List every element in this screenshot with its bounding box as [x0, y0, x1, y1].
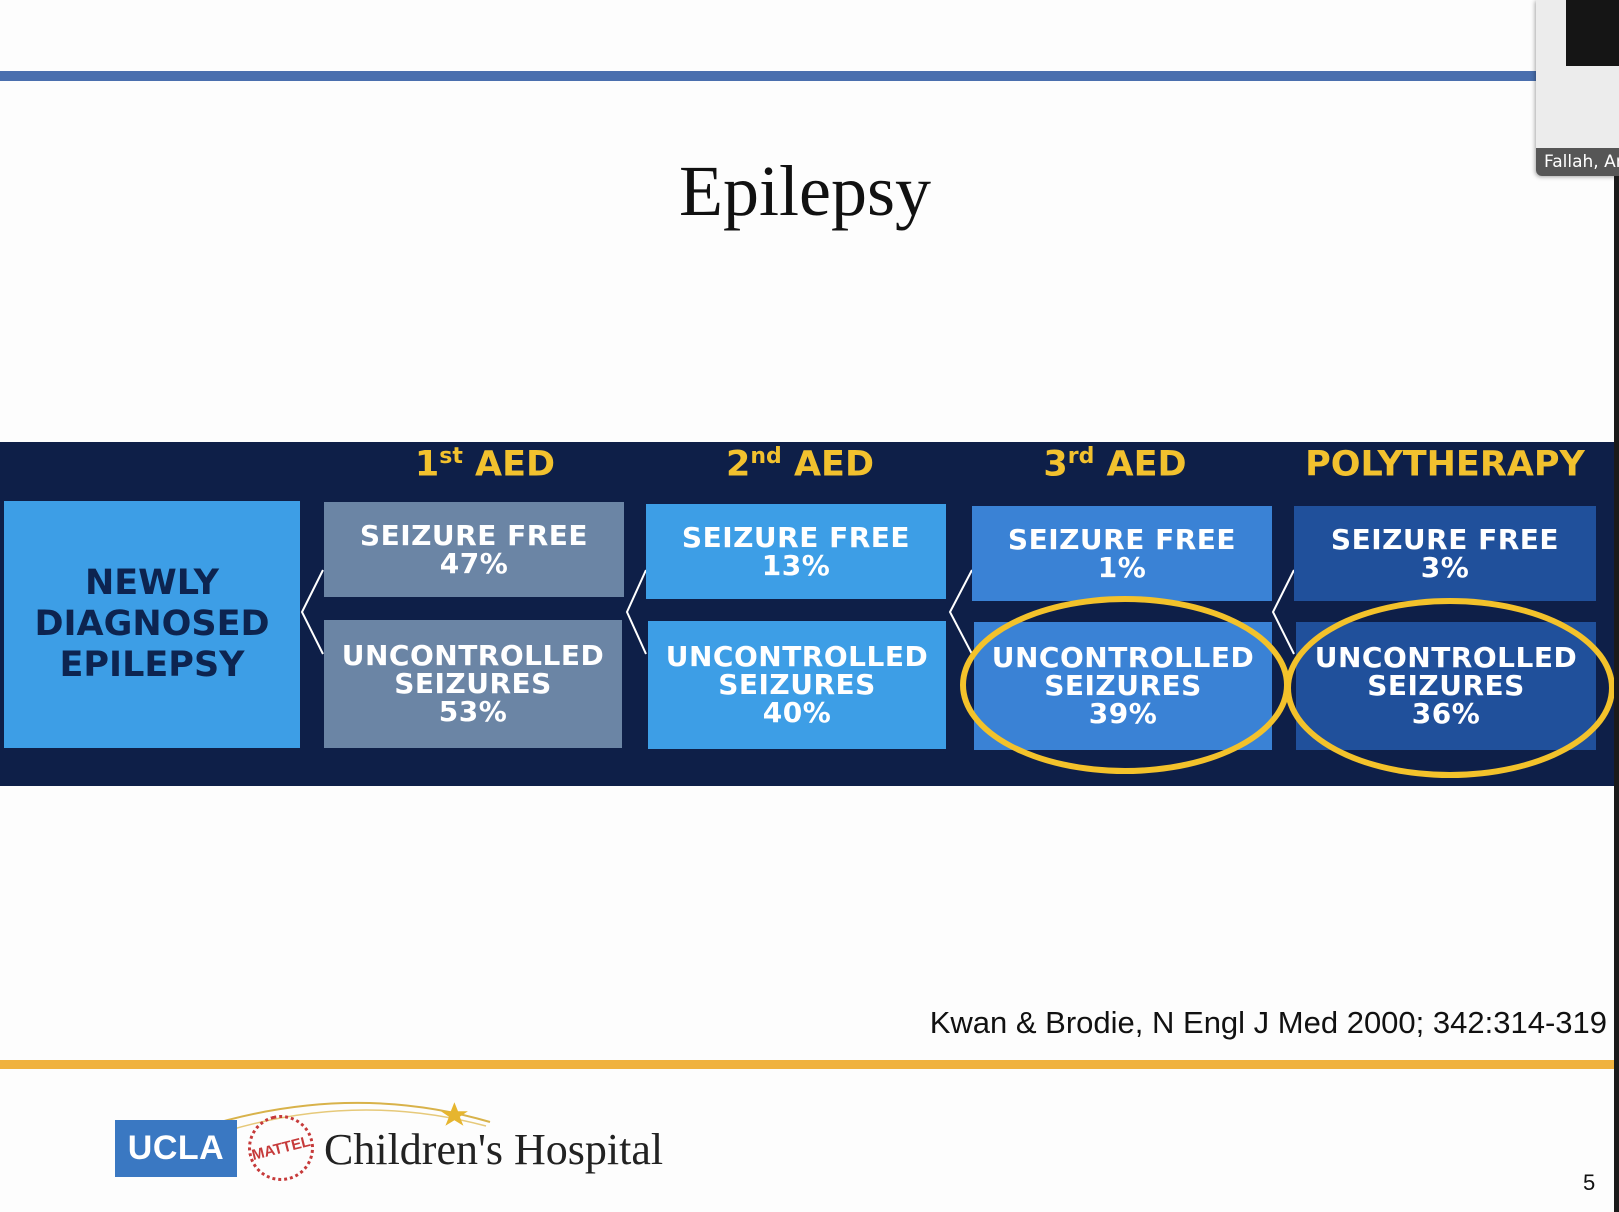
- uncontrolled-2nd-aed: UNCONTROLLED SEIZURES 40%: [648, 621, 946, 749]
- logo-swoosh: [199, 1101, 491, 1131]
- video-participant-tile[interactable]: Fallah, Ar: [1536, 0, 1619, 176]
- col-head-polytherapy: POLYTHERAPY: [1305, 444, 1585, 485]
- col-head-2nd-aed: 2nd AED: [725, 444, 874, 485]
- seizure-free-1st-aed: SEIZURE FREE 47%: [324, 502, 624, 597]
- page-number: 5: [1583, 1170, 1596, 1195]
- participant-name: Fallah, Ar: [1536, 148, 1619, 176]
- seizure-free-polytherapy: SEIZURE FREE 3%: [1294, 506, 1596, 601]
- ucla-logo: UCLA: [115, 1120, 237, 1177]
- window-edge: [1614, 176, 1619, 1212]
- childrens-hospital-logo: Children's Hospital: [324, 1125, 664, 1174]
- col-head-3rd-aed: 3rd AED: [1043, 444, 1187, 485]
- slide-title: Epilepsy: [679, 151, 931, 231]
- uncontrolled-1st-aed: UNCONTROLLED SEIZURES 53%: [324, 620, 622, 748]
- col-head-1st-aed: 1st AED: [414, 444, 556, 485]
- seizure-free-2nd-aed: SEIZURE FREE 13%: [646, 504, 946, 599]
- uncontrolled-3rd-aed: UNCONTROLLED SEIZURES 39%: [974, 622, 1272, 750]
- seizure-free-3rd-aed: SEIZURE FREE 1%: [972, 506, 1272, 601]
- gold-rule: [0, 1060, 1619, 1069]
- participant-video: [1566, 0, 1619, 66]
- newly-diagnosed-box: NEWLY DIAGNOSED EPILEPSY: [4, 501, 300, 748]
- citation: Kwan & Brodie, N Engl J Med 2000; 342:31…: [929, 1005, 1607, 1040]
- top-rule: [0, 71, 1540, 81]
- uncontrolled-polytherapy: UNCONTROLLED SEIZURES 36%: [1296, 622, 1596, 750]
